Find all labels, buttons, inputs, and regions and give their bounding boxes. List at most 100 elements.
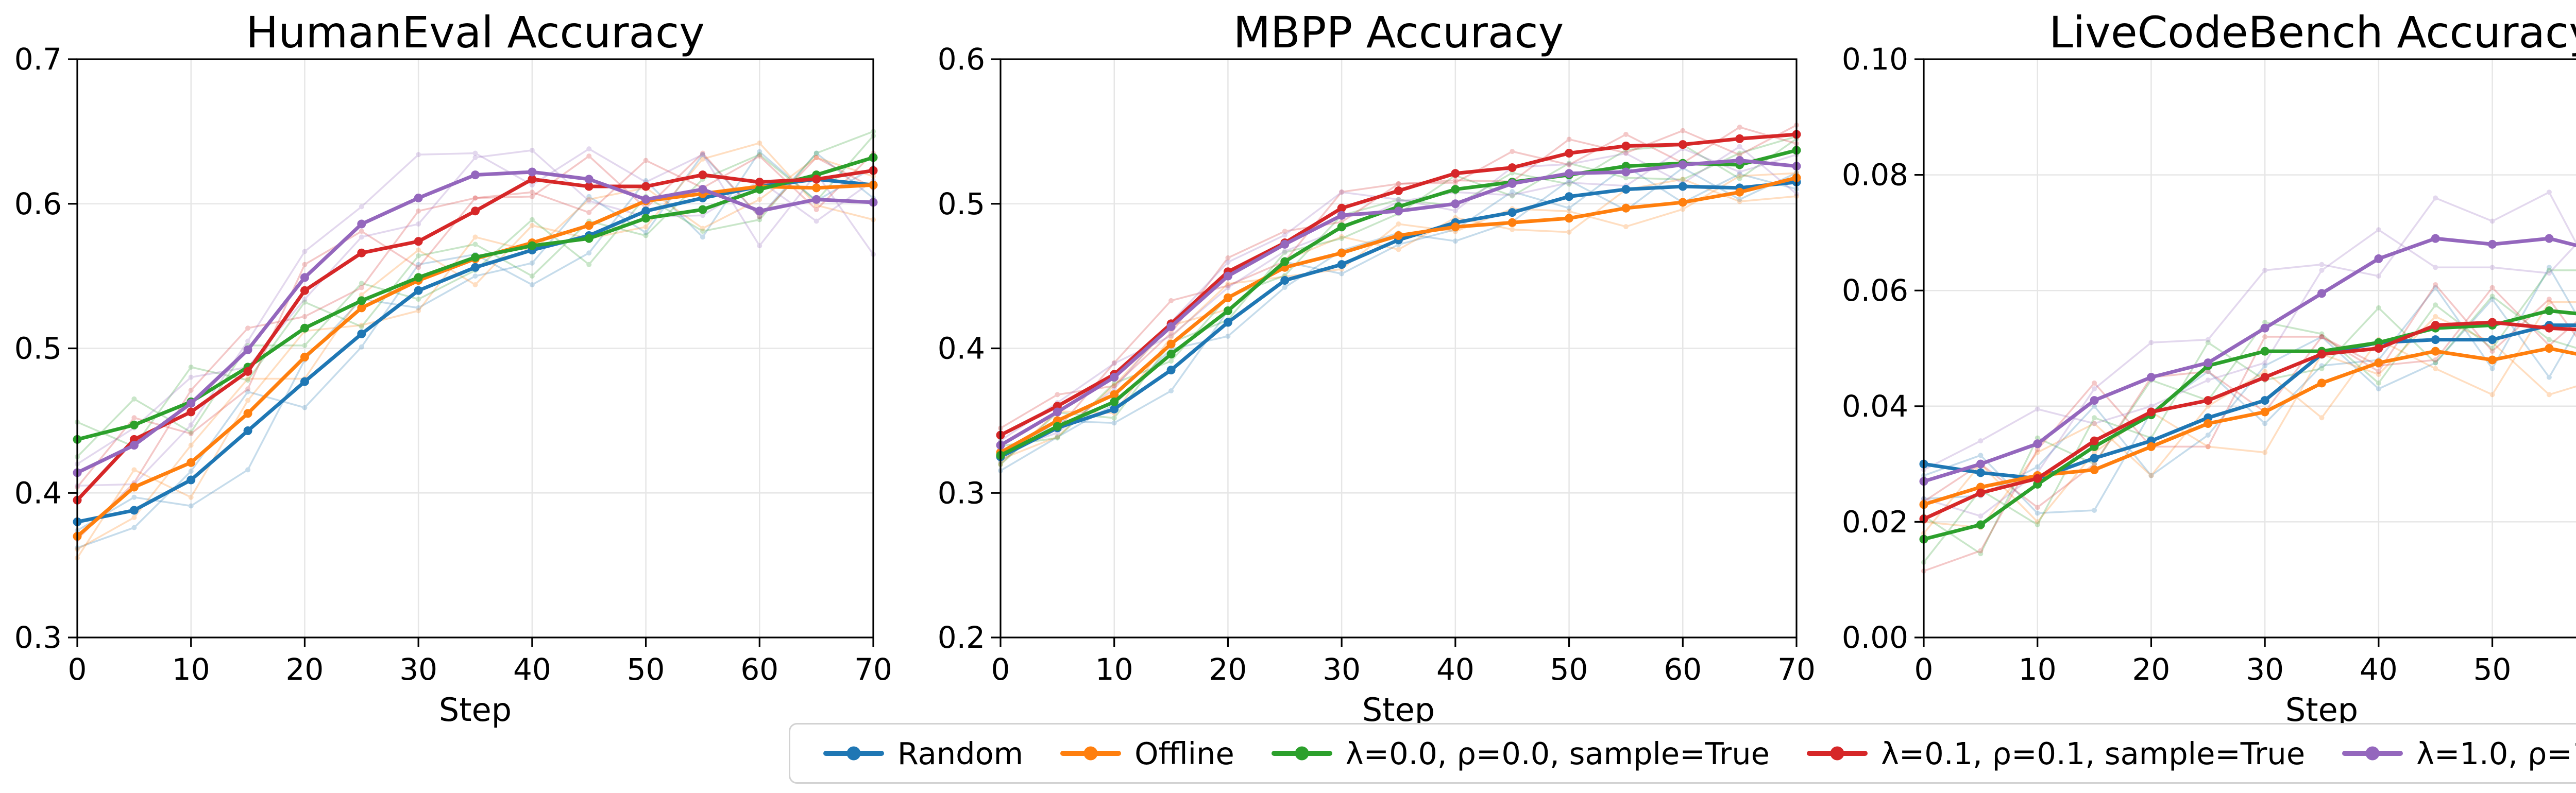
marker-l00 bbox=[1976, 520, 1985, 529]
marker-l10 bbox=[641, 195, 651, 204]
marker-random bbox=[357, 329, 366, 338]
x-tick-label: 20 bbox=[1209, 652, 1247, 687]
run-line-l01 bbox=[998, 123, 1799, 431]
marker-random bbox=[471, 263, 480, 272]
marker-random bbox=[2431, 335, 2440, 344]
marker-l01 bbox=[641, 182, 651, 191]
marker-offline bbox=[1565, 214, 1574, 223]
legend-line-marker-l00 bbox=[1271, 751, 1332, 756]
marker-offline bbox=[129, 482, 139, 492]
marker-l10 bbox=[414, 194, 423, 203]
series-l00 bbox=[73, 153, 878, 444]
marker-random bbox=[2090, 454, 2099, 463]
legend-label: Offline bbox=[1134, 735, 1234, 771]
marker-offline bbox=[1507, 218, 1517, 227]
subplot-title: LiveCodeBench Accuracy bbox=[2049, 7, 2576, 58]
marker-l10 bbox=[2545, 234, 2554, 243]
marker-l10 bbox=[1678, 160, 1687, 169]
marker-l01 bbox=[1565, 148, 1574, 158]
marker-l10 bbox=[357, 219, 366, 229]
run-line-offline bbox=[75, 154, 876, 561]
marker-random bbox=[1337, 260, 1346, 269]
y-tick-label: 0.6 bbox=[938, 42, 985, 77]
marker-l01 bbox=[2146, 407, 2156, 417]
marker-l10 bbox=[2204, 358, 2213, 368]
marker-random bbox=[1280, 276, 1290, 285]
x-tick-label: 10 bbox=[2019, 652, 2057, 687]
legend-item-offline: Offline bbox=[1060, 738, 1234, 769]
marker-l10 bbox=[1110, 373, 1119, 382]
x-tick-label: 20 bbox=[2132, 652, 2171, 687]
marker-offline bbox=[584, 221, 594, 230]
marker-l01 bbox=[1451, 169, 1460, 178]
marker-offline bbox=[1110, 390, 1119, 399]
x-tick-label: 50 bbox=[2473, 652, 2512, 687]
legend-label: λ=1.0, ρ=1.0, sample=False bbox=[2416, 735, 2576, 771]
marker-l10 bbox=[1337, 211, 1346, 220]
run-line-offline bbox=[998, 177, 1799, 462]
marker-l01 bbox=[243, 367, 252, 376]
marker-l01 bbox=[1976, 488, 1985, 497]
marker-offline bbox=[2260, 407, 2269, 417]
marker-offline bbox=[1223, 293, 1232, 302]
series-l10 bbox=[73, 167, 878, 477]
marker-offline bbox=[1678, 198, 1687, 207]
marker-l10 bbox=[300, 273, 309, 282]
marker-l01 bbox=[755, 178, 764, 187]
marker-random bbox=[1507, 208, 1517, 217]
marker-random bbox=[1621, 185, 1631, 194]
marker-l00 bbox=[1451, 185, 1460, 194]
marker-offline bbox=[2317, 378, 2326, 388]
y-tick-label: 0.08 bbox=[1842, 158, 1908, 193]
axes-spines bbox=[1923, 58, 2576, 639]
marker-l10 bbox=[129, 441, 139, 450]
marker-l10 bbox=[528, 167, 537, 177]
marker-l10 bbox=[187, 399, 196, 408]
run-line-random bbox=[1921, 265, 2576, 516]
marker-l01 bbox=[698, 170, 707, 180]
marker-l10 bbox=[2146, 373, 2156, 382]
x-tick-label: 0 bbox=[1914, 652, 1934, 687]
tick-labels: 0 10 20 30 40 50 60 70 0.3 0.4 0.5 0.6 0.7 bbox=[14, 42, 892, 687]
marker-l00 bbox=[584, 234, 594, 243]
marker-l01 bbox=[1337, 203, 1346, 213]
marker-l00 bbox=[471, 253, 480, 262]
marker-l10 bbox=[1053, 407, 1062, 417]
x-axis-label: Step bbox=[2285, 691, 2358, 729]
x-tick-label: 70 bbox=[854, 652, 892, 687]
x-tick-label: 40 bbox=[1436, 652, 1475, 687]
marker-l10 bbox=[2431, 234, 2440, 243]
marker-l00 bbox=[1223, 306, 1232, 316]
marker-l01 bbox=[414, 237, 423, 246]
marker-offline bbox=[187, 458, 196, 467]
series-l01 bbox=[73, 166, 878, 505]
marker-l01 bbox=[2374, 344, 2383, 353]
marker-l01 bbox=[1394, 186, 1403, 195]
marker-random bbox=[1565, 192, 1574, 201]
x-tick-label: 10 bbox=[172, 652, 210, 687]
marker-random bbox=[1678, 182, 1687, 191]
run-line-random bbox=[1921, 297, 2576, 502]
marker-l01 bbox=[2431, 321, 2440, 330]
marker-l01 bbox=[812, 175, 821, 184]
marker-l10 bbox=[584, 175, 594, 184]
y-tick-label: 0.10 bbox=[1842, 42, 1908, 77]
marker-l10 bbox=[1394, 206, 1403, 216]
marker-l01 bbox=[2545, 323, 2554, 333]
marker-l01 bbox=[2317, 350, 2326, 359]
x-tick-label: 50 bbox=[1550, 652, 1588, 687]
marker-l10 bbox=[1280, 239, 1290, 249]
y-tick-label: 0.6 bbox=[14, 186, 62, 221]
tick-labels: 0 10 20 30 40 50 60 70 0.2 0.3 0.4 0.5 0.6 bbox=[938, 42, 1816, 687]
marker-l01 bbox=[471, 206, 480, 216]
y-tick-label: 0.4 bbox=[14, 475, 62, 510]
marker-l01 bbox=[2033, 474, 2042, 483]
x-tick-label: 10 bbox=[1095, 652, 1133, 687]
marker-l01 bbox=[187, 407, 196, 417]
marker-l01 bbox=[2260, 373, 2269, 382]
legend-item-l10: λ=1.0, ρ=1.0, sample=False bbox=[2342, 738, 2576, 769]
marker-offline bbox=[1735, 187, 1744, 197]
marker-offline bbox=[1451, 222, 1460, 232]
